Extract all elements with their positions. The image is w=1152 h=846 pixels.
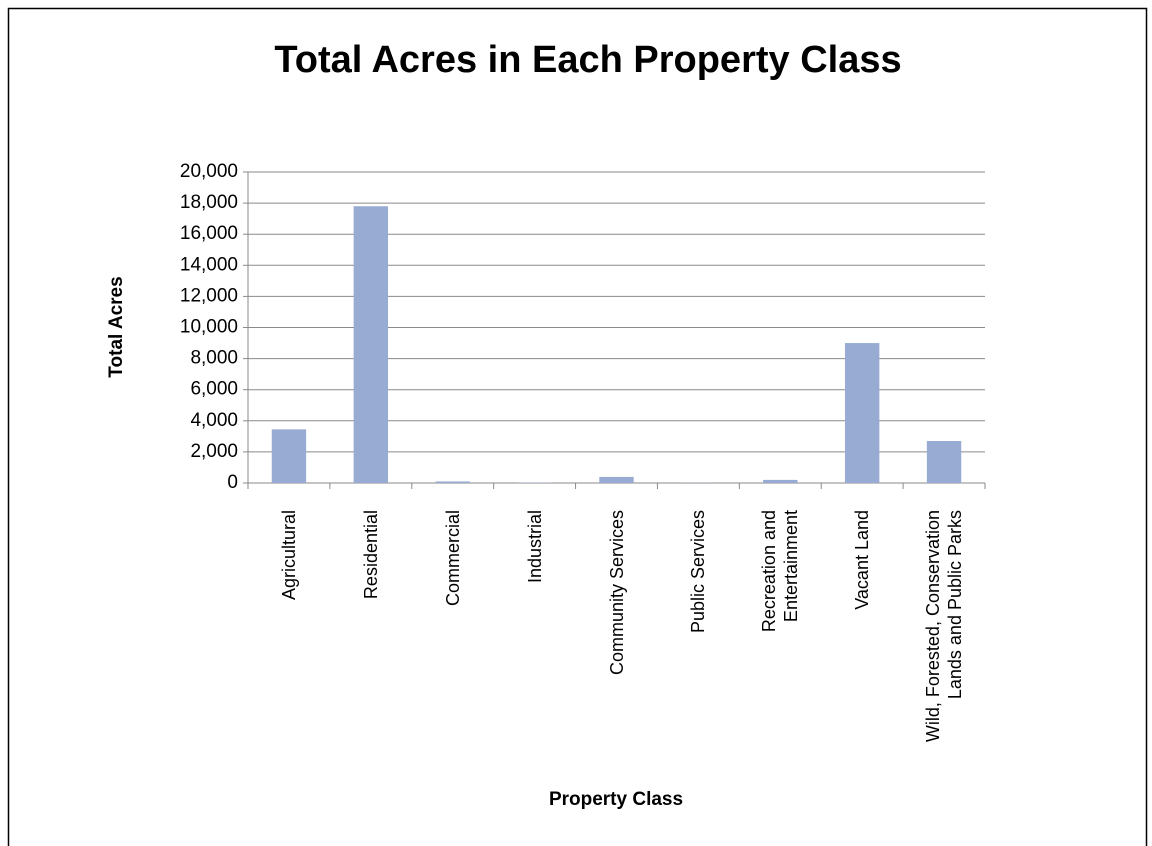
x-tick-label: Industrial	[524, 510, 545, 584]
x-tick-label: Vacant Land	[852, 510, 873, 610]
bar	[435, 481, 470, 483]
bar	[353, 206, 389, 483]
y-tick-label: 14,000	[180, 254, 238, 275]
x-tick-label: Commercial	[442, 510, 463, 607]
x-tick-label: Wild, Forested, Conservation Lands and P…	[923, 510, 966, 743]
y-tick-label: 2,000	[190, 441, 238, 462]
y-tick-label: 10,000	[180, 317, 238, 338]
x-tick-label: Community Services	[606, 510, 627, 676]
x-tick-label: Agricultural	[278, 510, 299, 601]
y-tick-label: 18,000	[180, 192, 238, 213]
frame	[7, 7, 1148, 846]
x-tick-label: Public Services	[688, 510, 709, 634]
x-tick-label: Recreation and Entertainment	[759, 510, 802, 633]
y-axis-title: Total Acres	[106, 276, 127, 377]
bar	[271, 429, 307, 483]
x-tick-label: Residential	[360, 510, 381, 600]
bar	[844, 343, 880, 483]
y-tick-label: 0	[227, 472, 238, 493]
y-tick-label: 6,000	[190, 379, 238, 400]
bar	[926, 441, 962, 483]
y-tick-label: 12,000	[180, 285, 238, 306]
y-tick-label: 20,000	[180, 161, 238, 182]
bar	[763, 479, 798, 483]
y-tick-label: 4,000	[190, 410, 238, 431]
x-axis-title: Property Class	[549, 789, 683, 810]
chart-title: Total Acres in Each Property Class	[274, 39, 901, 81]
y-tick-label: 8,000	[190, 348, 238, 369]
y-tick-label: 16,000	[180, 223, 238, 244]
bar	[599, 476, 634, 483]
